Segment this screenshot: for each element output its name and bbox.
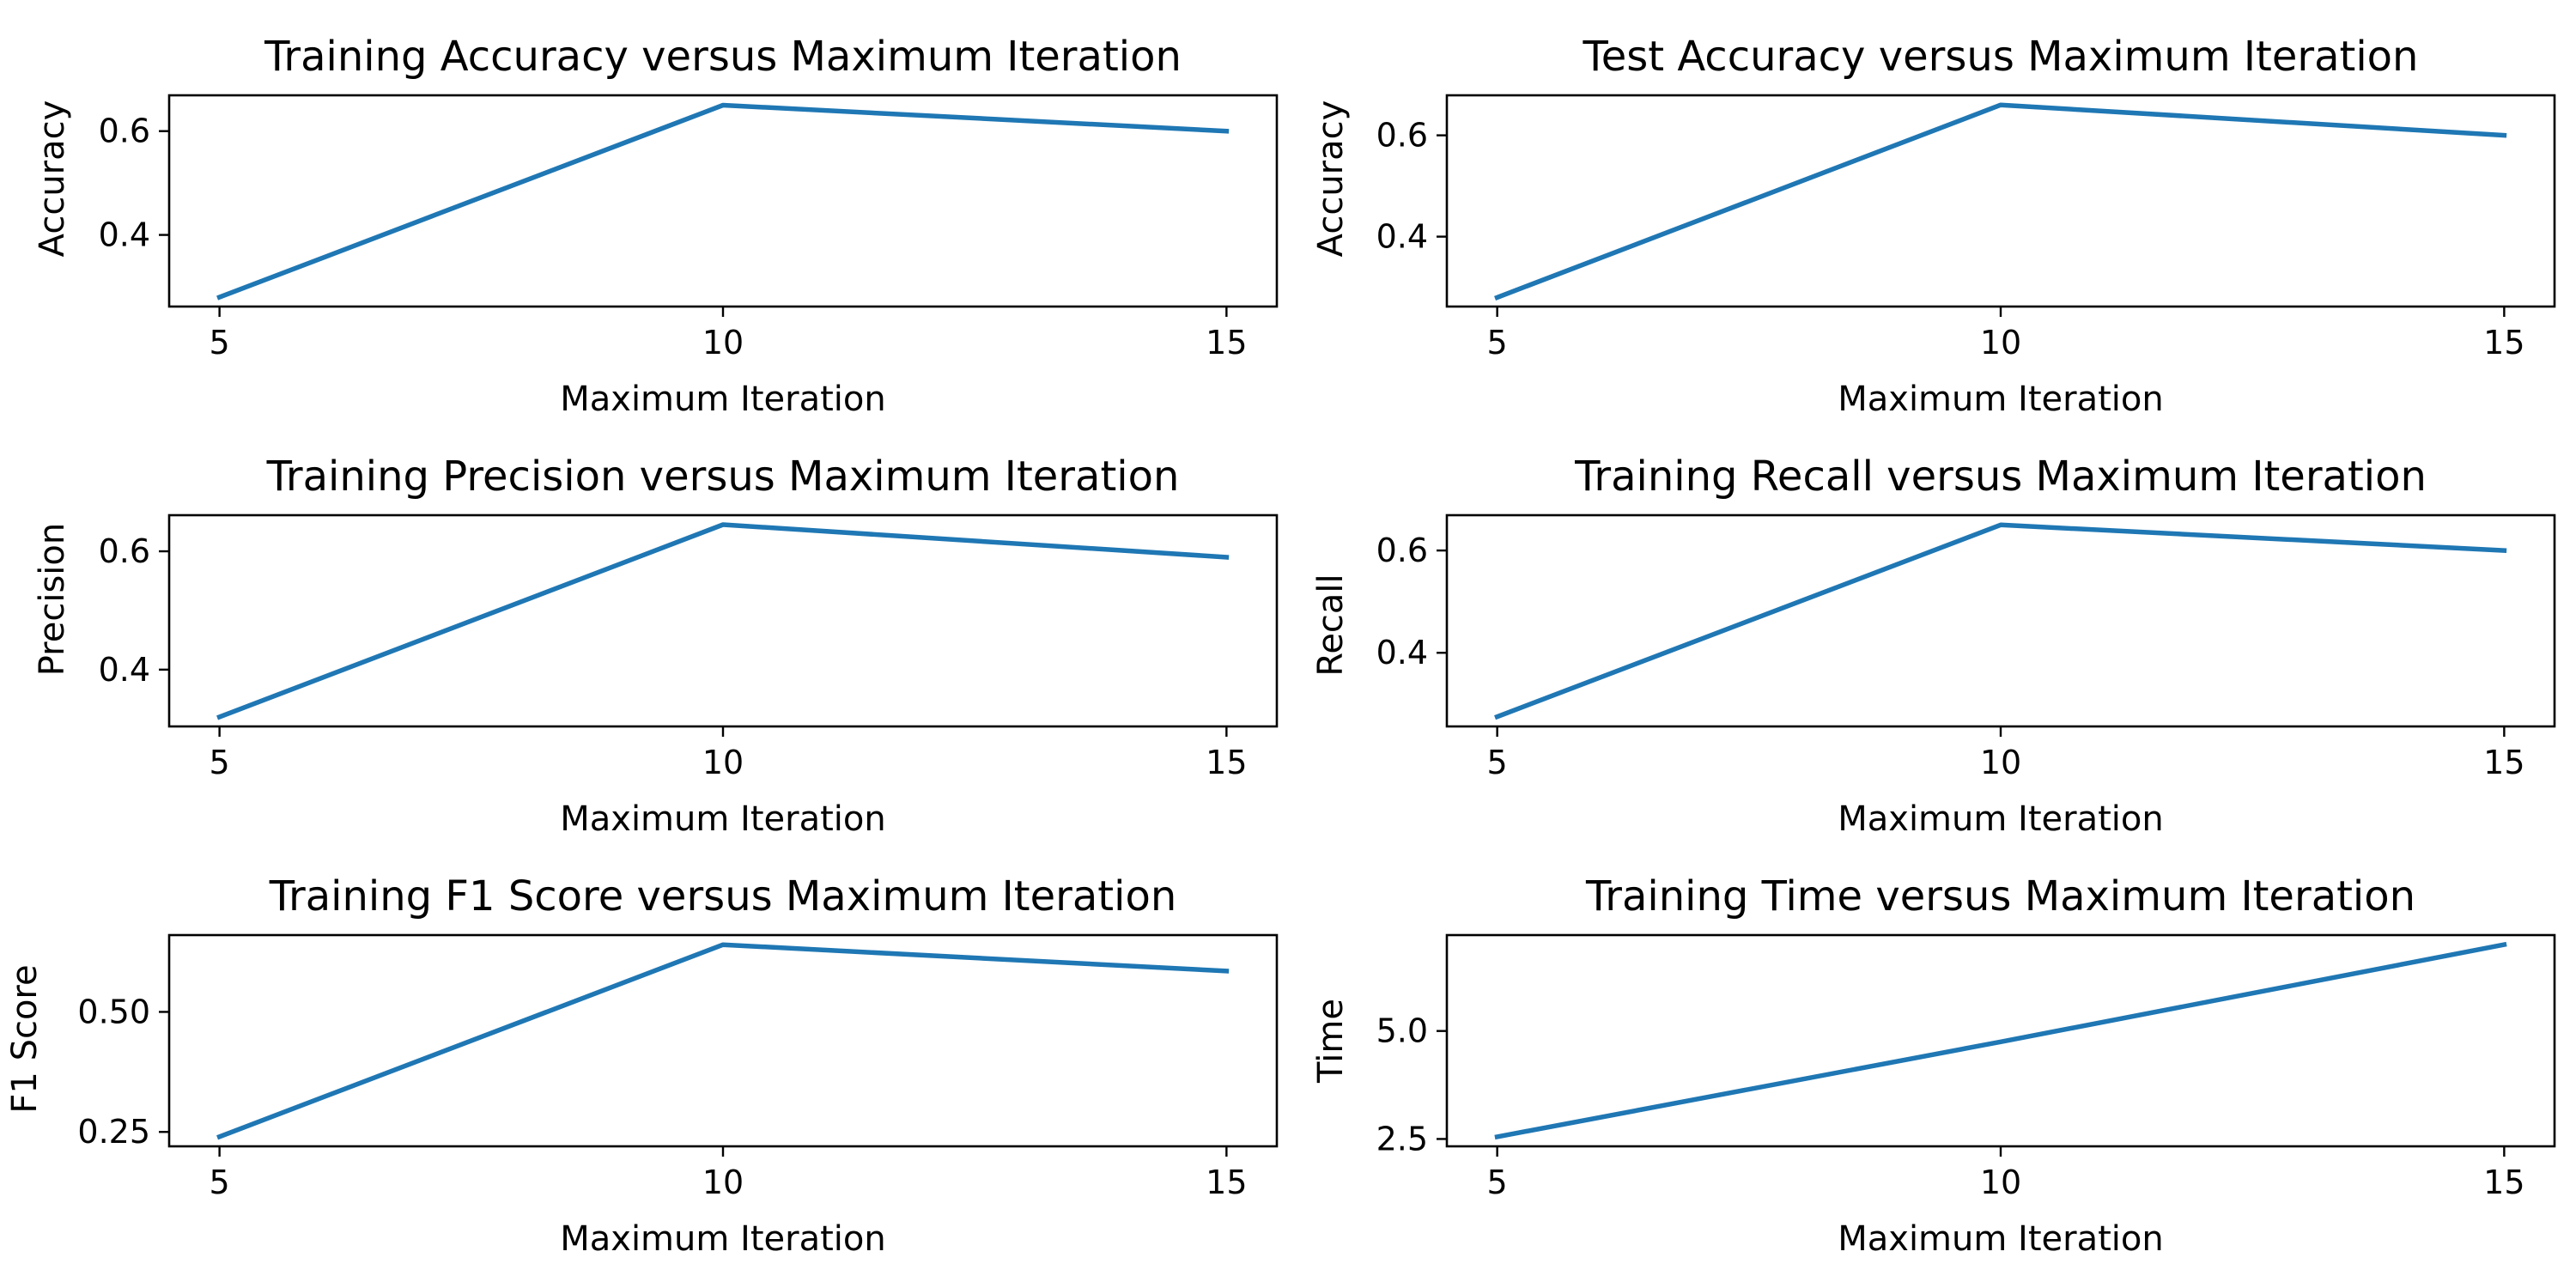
y-ticks: 0.4 0.6 (1376, 117, 1447, 256)
axes-frame (167, 933, 1279, 1148)
y-ticks: 0.4 0.6 (99, 532, 169, 689)
x-tick-label: 10 (1980, 1163, 2021, 1201)
y-tick-label: 0.25 (77, 1113, 150, 1151)
x-ticks: 5 10 15 (1487, 307, 2525, 361)
x-tick-label: 5 (1487, 1163, 1508, 1201)
y-tick-label: 0.6 (1376, 532, 1428, 569)
axes-frame (167, 94, 1279, 308)
subplot-training-recall: Training Recall versus Maximum Iteration… (1311, 453, 2556, 839)
axes-frame (1445, 94, 2556, 308)
y-tick-label: 0.4 (1376, 218, 1428, 256)
y-tick-label: 0.50 (77, 993, 150, 1030)
x-tick-label: 10 (1980, 324, 2021, 361)
series-line (216, 522, 1230, 720)
x-ticks: 5 10 15 (1487, 1146, 2525, 1201)
x-tick-label: 15 (2483, 744, 2524, 781)
x-tick-label: 5 (210, 744, 230, 781)
y-tick-label: 5.0 (1376, 1012, 1428, 1050)
x-ticks: 5 10 15 (210, 1146, 1248, 1201)
y-tick-label: 0.4 (1376, 634, 1428, 671)
y-ticks: 0.4 0.6 (1376, 532, 1447, 671)
subplot-title: Training Accuracy versus Maximum Iterati… (264, 33, 1182, 81)
axes-frame (1445, 513, 2556, 728)
x-tick-label: 15 (1206, 324, 1247, 361)
axes-frame (1445, 933, 2556, 1148)
x-tick-label: 10 (1980, 744, 2021, 781)
y-tick-label: 2.5 (1376, 1120, 1428, 1157)
series-line (1494, 102, 2507, 301)
y-ticks: 0.4 0.6 (99, 112, 169, 254)
y-axis-label: Time (1311, 999, 1351, 1084)
subplot-training-precision: Training Precision versus Maximum Iterat… (33, 453, 1279, 839)
x-ticks: 5 10 15 (210, 307, 1248, 361)
y-axis-label: Recall (1311, 574, 1351, 676)
x-axis-label: Maximum Iteration (560, 1219, 885, 1259)
subplot-training-accuracy: Training Accuracy versus Maximum Iterati… (33, 33, 1279, 419)
x-axis-label: Maximum Iteration (1838, 799, 2163, 839)
subplot-training-time: Training Time versus Maximum Iteration T… (1311, 872, 2556, 1259)
y-axis-label: Accuracy (1311, 100, 1351, 258)
series-line (1494, 522, 2507, 720)
x-tick-label: 5 (1487, 324, 1508, 361)
y-axis-label: F1 Score (5, 964, 45, 1113)
y-ticks: 0.25 0.50 (77, 993, 169, 1151)
x-tick-label: 15 (1206, 1163, 1247, 1201)
series-line (1494, 941, 2507, 1140)
subplot-title: Training F1 Score versus Maximum Iterati… (269, 872, 1177, 920)
x-tick-label: 15 (1206, 744, 1247, 781)
y-tick-label: 0.6 (99, 112, 150, 150)
x-tick-label: 10 (702, 1163, 744, 1201)
y-tick-label: 0.6 (1376, 117, 1428, 155)
x-tick-label: 15 (2483, 1163, 2524, 1201)
x-axis-label: Maximum Iteration (560, 799, 885, 839)
x-axis-label: Maximum Iteration (560, 380, 885, 419)
series-line (216, 942, 1230, 1140)
subplot-title: Training Precision versus Maximum Iterat… (266, 453, 1180, 501)
x-tick-label: 5 (210, 1163, 230, 1201)
x-tick-label: 10 (702, 744, 744, 781)
axes-frame (167, 513, 1279, 728)
y-axis-label: Precision (33, 523, 72, 676)
x-axis-label: Maximum Iteration (1838, 1219, 2163, 1259)
subplot-test-accuracy: Test Accuracy versus Maximum Iteration A… (1311, 33, 2556, 419)
y-tick-label: 0.4 (99, 651, 150, 689)
x-axis-label: Maximum Iteration (1838, 380, 2163, 419)
subplot-title: Training Recall versus Maximum Iteration (1574, 453, 2427, 501)
x-ticks: 5 10 15 (210, 726, 1248, 781)
x-tick-label: 5 (1487, 744, 1508, 781)
y-axis-label: Accuracy (33, 100, 72, 258)
subplot-title: Training Time versus Maximum Iteration (1585, 872, 2415, 920)
y-tick-label: 0.6 (99, 532, 150, 570)
subplot-training-f1-score: Training F1 Score versus Maximum Iterati… (5, 872, 1279, 1259)
series-line (216, 102, 1230, 301)
y-ticks: 2.5 5.0 (1376, 1012, 1447, 1157)
x-tick-label: 10 (702, 324, 744, 361)
x-tick-label: 15 (2483, 324, 2524, 361)
y-tick-label: 0.4 (99, 216, 150, 254)
x-tick-label: 5 (210, 324, 230, 361)
subplot-title: Test Accuracy versus Maximum Iteration (1583, 33, 2419, 81)
x-ticks: 5 10 15 (1487, 726, 2525, 781)
